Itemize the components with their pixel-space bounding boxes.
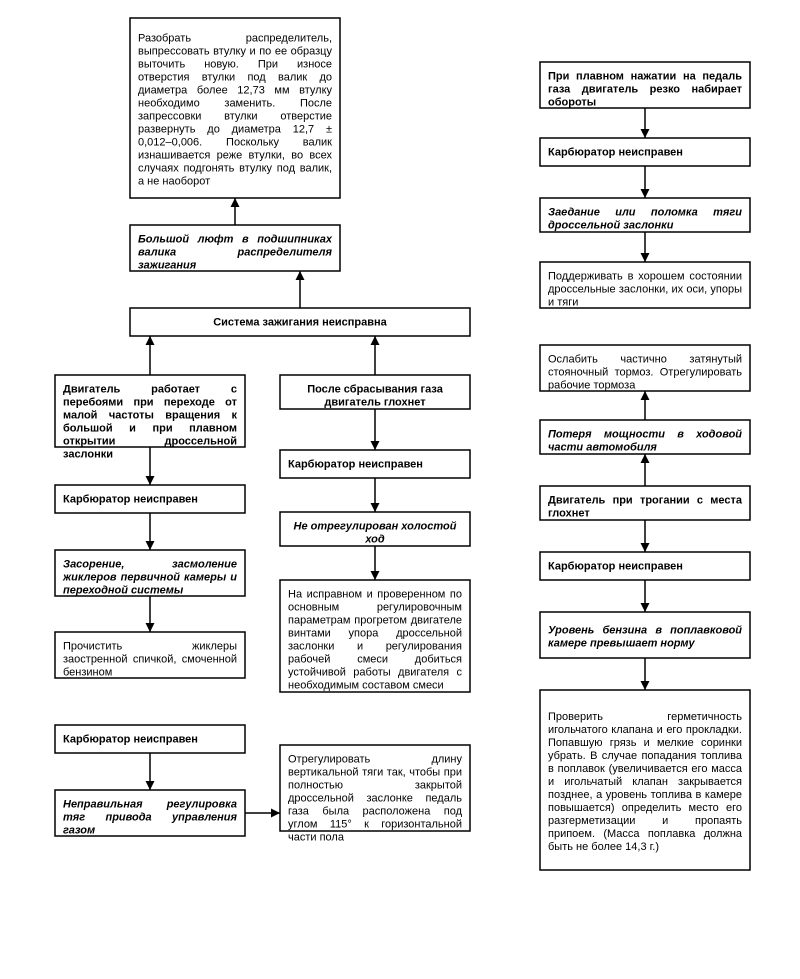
box-B4: Прочистить жиклерызаостренной спичкой, с… [55,632,245,678]
box-R3: Заедание или поломка тягидроссельной зас… [540,198,750,232]
box-BX2: Неправильная регулировкатяг привода упра… [55,790,245,836]
box-R6: Потеря мощности в ходовойчасти автомобил… [540,420,750,454]
box-C1: После сбрасывания газадвигатель глохнет [280,375,470,409]
box-B3: Засорение, засмолениежиклеров первичной … [55,550,245,596]
box-text-R2: Карбюратор неисправен [548,146,683,158]
box-text-BX1: Карбюратор неисправен [63,733,198,745]
box-R4: Поддерживать в хорошем состояниидроссель… [540,262,750,308]
box-text-A3: Система зажигания неисправна [213,316,387,328]
box-C4: На исправном и проверенном поосновным ре… [280,580,470,692]
box-A1: Разобрать распределитель,выпрессовать вт… [130,18,340,198]
box-text-R10: Проверить герметичностьигольчатого клапа… [548,711,743,853]
box-BX1: Карбюратор неисправен [55,725,245,753]
box-text-B2: Карбюратор неисправен [63,493,198,505]
box-R5: Ослабить частично затянутыйстояночный то… [540,345,750,391]
box-text-C1: После сбрасывания газадвигатель глохнет [307,383,444,408]
box-R8: Карбюратор неисправен [540,552,750,580]
box-text-C2: Карбюратор неисправен [288,458,423,470]
box-CX: Отрегулировать длинувертикальной тяги та… [280,745,470,843]
box-A2: Большой люфт в подшипникахвалика распред… [130,225,340,271]
box-text-CX: Отрегулировать длинувертикальной тяги та… [288,753,463,843]
box-text-A1: Разобрать распределитель,выпрессовать вт… [138,32,333,187]
box-R2: Карбюратор неисправен [540,138,750,166]
box-text-R8: Карбюратор неисправен [548,560,683,572]
box-C2: Карбюратор неисправен [280,450,470,478]
box-R10: Проверить герметичностьигольчатого клапа… [540,690,750,870]
box-R9: Уровень бензина в поплавковойкамере прев… [540,612,750,658]
flowchart-canvas: Разобрать распределитель,выпрессовать вт… [0,0,800,979]
box-B2: Карбюратор неисправен [55,485,245,513]
box-C3: Не отрегулирован холостойход [280,512,470,546]
box-R7: Двигатель при трогании с местаглохнет [540,486,750,520]
box-A3: Система зажигания неисправна [130,308,470,336]
box-text-C4: На исправном и проверенном поосновным ре… [288,588,462,691]
box-R1: При плавном нажатии на педальгаза двигат… [540,62,750,108]
